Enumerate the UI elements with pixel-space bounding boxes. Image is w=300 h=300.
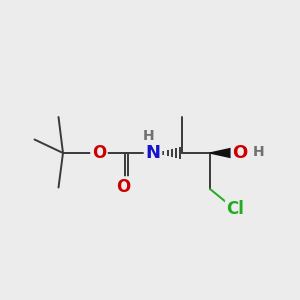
Text: N: N	[146, 144, 160, 162]
Text: O: O	[92, 144, 106, 162]
Text: H: H	[253, 145, 265, 158]
Text: O: O	[232, 144, 247, 162]
Text: H: H	[143, 129, 154, 142]
Polygon shape	[210, 146, 240, 160]
Text: Cl: Cl	[226, 200, 244, 217]
Text: O: O	[116, 178, 130, 196]
